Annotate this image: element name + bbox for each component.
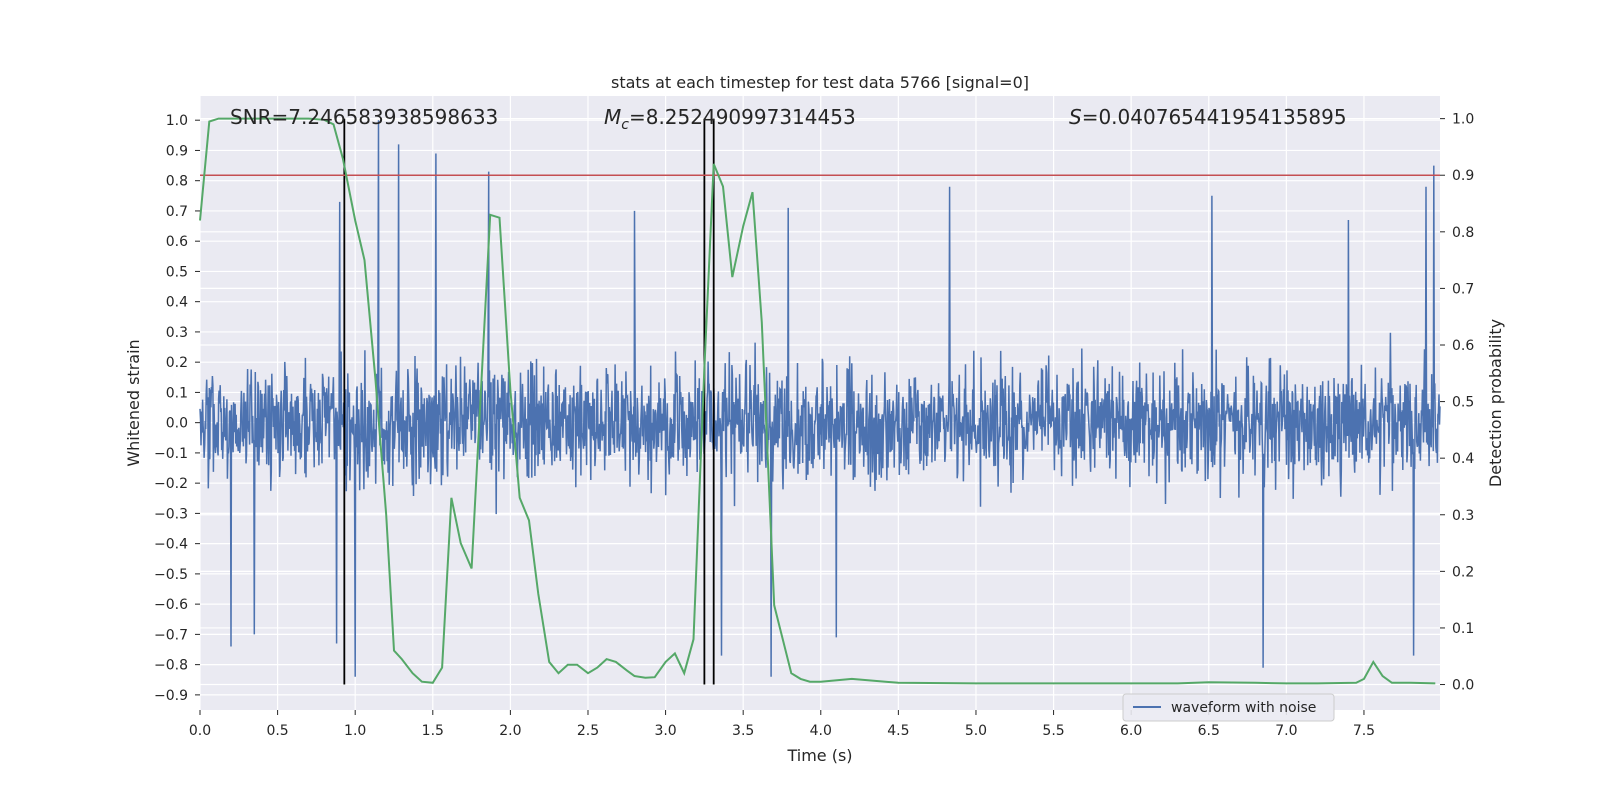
- y-tick-label: −0.6: [154, 597, 188, 613]
- y2-tick-label: 0.0: [1452, 678, 1474, 694]
- y-tick-label: −0.2: [154, 476, 188, 492]
- y2-tick-label: 0.8: [1452, 225, 1474, 241]
- y-tick-label: 0.9: [166, 143, 188, 159]
- y-tick-label: −0.8: [154, 658, 188, 674]
- y-tick-label: 1.0: [166, 113, 188, 129]
- waveform-series: [199, 120, 1441, 677]
- y-tick-label: 0.6: [166, 234, 188, 250]
- y-axis-ticks: 1.0 0.9 0.8 0.7 0.6 0.5 0.4 0.3 0.2 0.1 0.0 −0.1 −0.…: [154, 113, 200, 704]
- y2-tick-label: 0.2: [1452, 564, 1474, 580]
- y2-tick-label: 1.0: [1452, 112, 1474, 128]
- x-tick-label: 3.0: [654, 723, 676, 739]
- x-tick-label: 0.5: [266, 723, 288, 739]
- x-axis-label: Time (s): [786, 746, 852, 765]
- y-tick-label: −0.7: [154, 627, 188, 643]
- x-tick-label: 6.0: [1120, 723, 1142, 739]
- y-axis-label: Whitened strain: [124, 339, 143, 466]
- y-tick-label: 0.3: [166, 325, 188, 341]
- y2-tick-label: 0.7: [1452, 281, 1474, 297]
- legend: waveform with noise: [1122, 693, 1335, 722]
- y-tick-label: −0.1: [154, 446, 188, 462]
- y-tick-label: 0.7: [166, 204, 188, 220]
- probability-series: [199, 117, 1436, 685]
- x-tick-label: 5.0: [965, 723, 987, 739]
- y-tick-label: 0.8: [166, 174, 188, 190]
- y2-tick-label: 0.3: [1452, 508, 1474, 524]
- waveform-line: [199, 120, 1441, 677]
- x-tick-label: 3.5: [732, 723, 754, 739]
- x-tick-label: 7.0: [1275, 723, 1297, 739]
- x-tick-label: 7.5: [1353, 723, 1375, 739]
- x-tick-label: 1.0: [344, 723, 366, 739]
- y-tick-label: 0.2: [166, 355, 188, 371]
- x-tick-label: 2.5: [577, 723, 599, 739]
- vertical-markers: [343, 118, 715, 685]
- y-tick-label: −0.5: [154, 567, 188, 583]
- x-tick-label: 6.5: [1198, 723, 1220, 739]
- s-statistic-annotation: S=0.040765441954135895: [1069, 105, 1347, 129]
- y-tick-label: 0.5: [166, 264, 188, 280]
- x-axis-ticks: 0.0 0.5 1.0 1.5 2.0 2.5 3.0 3.5 4.0 4.5 5.0 5.5 6.0 6…: [189, 710, 1375, 739]
- x-tick-label: 5.5: [1042, 723, 1064, 739]
- y2-tick-label: 0.5: [1452, 395, 1474, 411]
- chirp-mass-annotation: Mc=8.252490997314453: [604, 105, 856, 133]
- y2-axis-label: Detection probability: [1486, 319, 1505, 487]
- y-tick-label: −0.9: [154, 688, 188, 704]
- x-tick-label: 4.5: [887, 723, 909, 739]
- y-tick-label: −0.4: [154, 537, 188, 553]
- legend-box: [1122, 693, 1335, 722]
- y-tick-label: −0.3: [154, 506, 188, 522]
- chart-title: stats at each timestep for test data 576…: [611, 73, 1029, 92]
- snr-annotation: SNR=7.246583938598633: [230, 105, 498, 129]
- x-tick-label: 0.0: [189, 723, 211, 739]
- y2-tick-label: 0.6: [1452, 338, 1474, 354]
- x-tick-label: 2.0: [499, 723, 521, 739]
- y2-axis-ticks: 1.0 0.9 0.8 0.7 0.6 0.5 0.4 0.3 0.2 0.1 0.0: [1440, 112, 1474, 694]
- y2-tick-label: 0.4: [1452, 451, 1474, 467]
- y-tick-label: 0.4: [166, 295, 188, 311]
- y2-tick-label: 0.9: [1452, 168, 1474, 184]
- y-tick-label: 0.0: [166, 416, 188, 432]
- x-tick-label: 1.5: [422, 723, 444, 739]
- x-tick-label: 4.0: [810, 723, 832, 739]
- y2-tick-label: 0.1: [1452, 621, 1474, 637]
- y-tick-label: 0.1: [166, 385, 188, 401]
- legend-label: waveform with noise: [1171, 700, 1316, 716]
